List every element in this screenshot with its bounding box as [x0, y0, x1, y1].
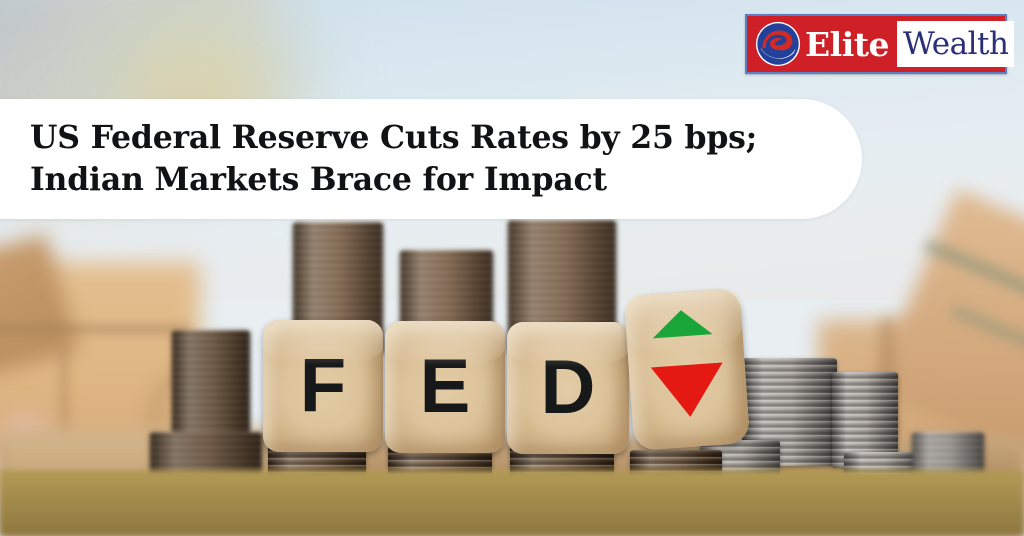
wooden-block-e: E: [385, 321, 505, 453]
wooden-block-d: D: [507, 322, 629, 454]
elite-wealth-logo[interactable]: Elite Wealth: [745, 14, 1015, 74]
arrow-up-icon: [650, 308, 713, 339]
block-letter-e: E: [419, 344, 471, 429]
logo-wealth-box: Wealth: [896, 21, 1015, 67]
cardboard-box-left-tape: [58, 345, 70, 435]
arrow-down-icon: [650, 362, 727, 420]
coin-stack-left-mid: [172, 330, 250, 435]
wooden-block-arrows: [623, 288, 751, 451]
wooden-block-f: F: [263, 320, 383, 452]
logo-elite-text: Elite: [805, 24, 889, 64]
page-title: US Federal Reserve Cuts Rates by 25 bps;…: [30, 118, 758, 198]
block-letter-d: D: [540, 345, 596, 430]
block-letter-f: F: [299, 343, 347, 428]
scattered-gold-coins-foreground: [0, 492, 1024, 536]
elite-e-swoosh-icon: [755, 21, 801, 67]
cardboard-box-left-seam: [0, 325, 190, 333]
logo-wealth-text: Wealth: [902, 25, 1009, 62]
headline-banner: US Federal Reserve Cuts Rates by 25 bps;…: [0, 99, 862, 219]
